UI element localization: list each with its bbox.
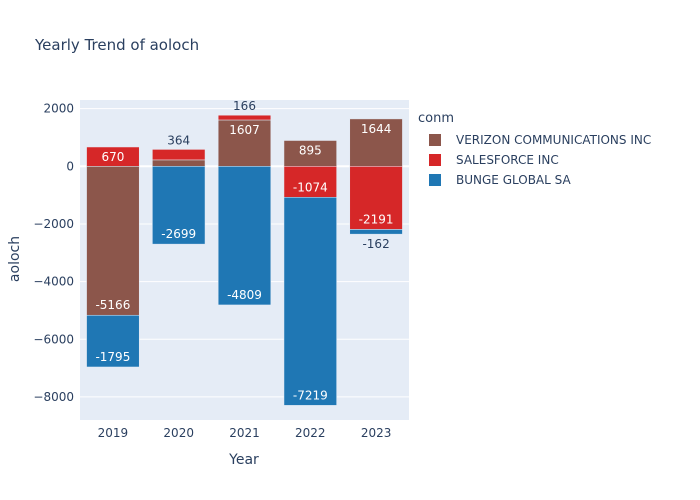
bar <box>86 314 140 368</box>
y-tick-label: 2000 <box>43 102 74 116</box>
x-tick-label: 2019 <box>98 426 129 440</box>
legend-swatch <box>429 174 441 186</box>
bar <box>283 197 337 406</box>
bar <box>217 119 272 167</box>
x-tick-label: 2023 <box>361 426 392 440</box>
data-labels: -5166 670 -1795 364 -2699 1607 166 -4809 895 -107… <box>95 99 393 402</box>
y-tick-label: −4000 <box>33 275 74 289</box>
x-axis-title: Year <box>228 452 259 468</box>
legend-item-label: SALESFORCE INC <box>456 153 559 167</box>
legend: conm VERIZON COMMUNICATIONS INC SALESFORC… <box>418 111 651 187</box>
x-tick-label: 2021 <box>229 426 260 440</box>
bar <box>152 166 206 245</box>
data-label: -162 <box>362 237 389 251</box>
data-label: 670 <box>101 150 124 164</box>
bar <box>217 114 272 121</box>
legend-swatch <box>429 154 441 166</box>
data-label: -2191 <box>359 212 394 226</box>
data-label: 1607 <box>229 123 260 137</box>
data-label: -7219 <box>293 388 328 402</box>
bars <box>86 114 403 406</box>
data-label: 166 <box>233 99 256 113</box>
data-label: 364 <box>167 133 190 147</box>
bar <box>152 149 206 161</box>
bar <box>283 166 337 198</box>
bar <box>217 166 272 306</box>
bar <box>86 146 140 167</box>
y-tick-label: −6000 <box>33 332 74 346</box>
bar <box>86 166 140 316</box>
data-label: -5166 <box>95 298 130 312</box>
x-tick-label: 2020 <box>163 426 194 440</box>
legend-item-label: BUNGE GLOBAL SA <box>456 173 571 187</box>
data-label: -1074 <box>293 180 328 194</box>
bar <box>152 159 206 167</box>
data-label: 895 <box>299 144 322 158</box>
x-tick-label: 2022 <box>295 426 326 440</box>
chart-title: Yearly Trend of aoloch <box>34 36 199 54</box>
y-tick-label: −2000 <box>33 217 74 231</box>
bar <box>283 140 337 167</box>
data-label: -4809 <box>227 288 262 302</box>
legend-title: conm <box>418 111 454 126</box>
legend-swatch <box>429 134 441 146</box>
y-axis-title: aoloch <box>7 236 23 282</box>
data-label: 1644 <box>361 122 392 136</box>
legend-item-label: VERIZON COMMUNICATIONS INC <box>456 133 651 147</box>
y-tick-label: −8000 <box>33 390 74 404</box>
data-label: -1795 <box>95 350 130 364</box>
bar <box>349 118 403 167</box>
y-tick-label: 0 <box>66 159 74 173</box>
y-axis-ticks: 2000 0 −2000 −4000 −6000 −8000 <box>33 102 74 404</box>
data-label: -2699 <box>161 227 196 241</box>
x-axis-ticks: 2019 2020 2021 2022 2023 <box>98 426 392 440</box>
bar <box>349 229 403 235</box>
